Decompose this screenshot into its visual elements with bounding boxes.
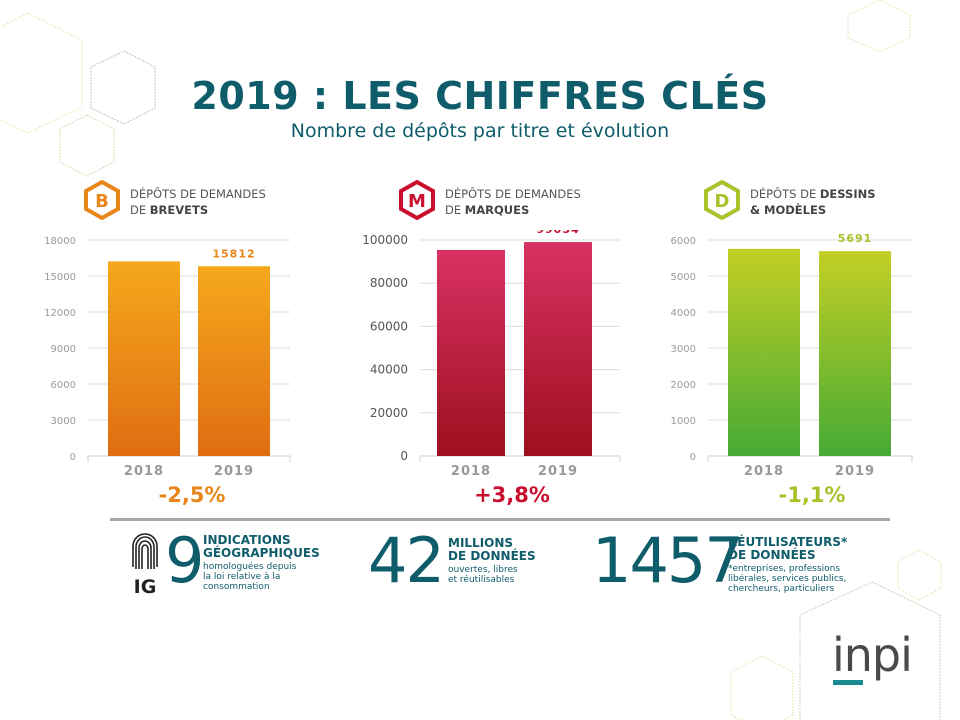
section-divider <box>110 518 890 521</box>
x-axis <box>419 455 621 462</box>
stat-label: RÉUTILISATEURS* DE DONNÉES <box>728 536 847 562</box>
hexagon-decoration <box>897 549 942 601</box>
ig-fingerprint-icon: IG <box>132 533 158 595</box>
inpi-logo: inpi <box>832 628 913 682</box>
marques-hexagon-icon: M <box>399 180 435 220</box>
x-tick-label: 2019 <box>538 464 578 479</box>
panel-title-prefix: DE <box>445 203 465 217</box>
panel-title: DÉPÔTS DE DESSINS & MODÈLES <box>750 186 876 218</box>
stat-description: *entreprises, professions libérales, ser… <box>728 564 846 594</box>
y-tick-label: 6000 <box>51 380 76 391</box>
stat-desc-line: *entreprises, professions <box>728 564 841 574</box>
x-tick-label: 2018 <box>124 464 164 479</box>
bar-2019 <box>198 266 270 456</box>
stat-description: homologuées depuis la loi relative à la … <box>203 562 296 592</box>
y-tick-label: 3000 <box>671 344 696 355</box>
bar-2018 <box>437 249 505 456</box>
stat-label: MILLIONS DE DONNÉES <box>448 537 536 563</box>
hexagon-decoration <box>847 0 911 53</box>
stat-number: 42 <box>368 524 445 597</box>
stat-desc-line: ouvertes, libres <box>448 565 518 575</box>
stat-desc-line: homologuées depuis <box>203 562 297 572</box>
stat-number: 9 <box>165 524 204 597</box>
stat-desc-line: libérales, services publics, <box>728 574 847 584</box>
y-tick-label: 0 <box>400 449 408 463</box>
change-marques: +3,8% <box>474 483 550 507</box>
y-tick-label: 12000 <box>44 308 76 319</box>
chart-brevets: 0 3000 6000 9000 12000 15000 18000 2018 2019 1581… <box>44 236 291 479</box>
stat-label-line1: RÉUTILISATEURS* <box>728 535 848 549</box>
y-tick-label: 5000 <box>671 272 696 283</box>
panel-title-prefix: DÉPÔTS DE <box>750 187 820 201</box>
data-label: 5691 <box>838 232 873 245</box>
change-dessins: -1,1% <box>778 483 846 507</box>
svg-text:D: D <box>715 191 730 212</box>
stat-label-line1: INDICATIONS <box>203 533 291 547</box>
stat-label-line2: DE DONNÉES <box>728 548 816 562</box>
page-title: 2019 : LES CHIFFRES CLÉS <box>191 74 769 118</box>
inpi-logo-underline <box>833 680 863 685</box>
hexagon-decoration <box>730 655 794 720</box>
x-tick-label: 2019 <box>214 464 254 479</box>
stat-desc-line: chercheurs, particuliers <box>728 584 835 594</box>
change-brevets: -2,5% <box>158 483 226 507</box>
panel-title: DÉPÔTS DE DEMANDES DE MARQUES <box>445 186 581 218</box>
data-label: 15812 <box>212 247 255 260</box>
y-tick-label: 6000 <box>671 236 696 247</box>
bar-2018 <box>728 248 800 456</box>
x-tick-label: 2019 <box>835 464 875 479</box>
stat-desc-line: consommation <box>203 582 270 592</box>
stat-label-line2: DE DONNÉES <box>448 549 536 563</box>
y-tick-label: 0 <box>70 452 76 463</box>
y-tick-label: 2000 <box>671 380 696 391</box>
panel-title-line1: DÉPÔTS DE DEMANDES <box>130 187 266 201</box>
panel-title-bold: & MODÈLES <box>750 203 827 217</box>
stat-label-line1: MILLIONS <box>448 536 514 550</box>
stat-desc-line: la loi relative à la <box>203 572 281 582</box>
stat-number: 1457 <box>592 524 744 597</box>
x-tick-label: 2018 <box>744 464 784 479</box>
y-tick-label: 18000 <box>44 236 76 247</box>
x-axis <box>707 455 913 462</box>
panel-title-line1: DÉPÔTS DE DEMANDES <box>445 187 581 201</box>
y-tick-label: 20000 <box>370 406 408 420</box>
y-tick-label: 0 <box>690 452 696 463</box>
panel-title-bold: MARQUES <box>464 203 530 217</box>
y-tick-label: 40000 <box>370 363 408 377</box>
bar-2018 <box>108 261 180 456</box>
stat-desc-line: et réutilisables <box>448 575 515 585</box>
panel-title-bold: BREVETS <box>149 203 209 217</box>
chart-dessins: 0 1000 2000 3000 4000 5000 6000 2018 2019 5691 <box>671 232 913 479</box>
y-tick-label: 1000 <box>671 416 696 427</box>
bar-2019 <box>819 251 891 456</box>
data-label: 99054 <box>536 230 579 236</box>
page-subtitle: Nombre de dépôts par titre et évolution <box>290 120 670 142</box>
bar-2019 <box>524 242 592 456</box>
x-axis <box>87 455 291 462</box>
y-tick-label: 80000 <box>370 276 408 290</box>
y-tick-label: 3000 <box>51 416 76 427</box>
y-tick-label: 100000 <box>362 233 408 247</box>
stat-label-line2: GÉOGRAPHIQUES <box>203 546 320 560</box>
chart-marques: 0 20000 40000 60000 80000 100000 2018 2019 99054 <box>362 230 621 479</box>
panel-title-bold: DESSINS <box>819 187 876 201</box>
x-tick-label: 2018 <box>451 464 491 479</box>
y-tick-label: 4000 <box>671 308 696 319</box>
stat-description: ouvertes, libres et réutilisables <box>448 565 518 585</box>
y-tick-label: 60000 <box>370 319 408 333</box>
svg-text:B: B <box>95 191 109 212</box>
svg-text:IG: IG <box>134 576 157 595</box>
y-tick-label: 9000 <box>51 344 76 355</box>
brevets-hexagon-icon: B <box>84 180 120 220</box>
y-tick-label: 15000 <box>44 272 76 283</box>
stat-label: INDICATIONS GÉOGRAPHIQUES <box>203 534 320 560</box>
panel-title: DÉPÔTS DE DEMANDES DE BREVETS <box>130 186 266 218</box>
dessins-hexagon-icon: D <box>704 180 740 220</box>
panel-title-prefix: DE <box>130 203 150 217</box>
svg-text:M: M <box>408 191 426 212</box>
